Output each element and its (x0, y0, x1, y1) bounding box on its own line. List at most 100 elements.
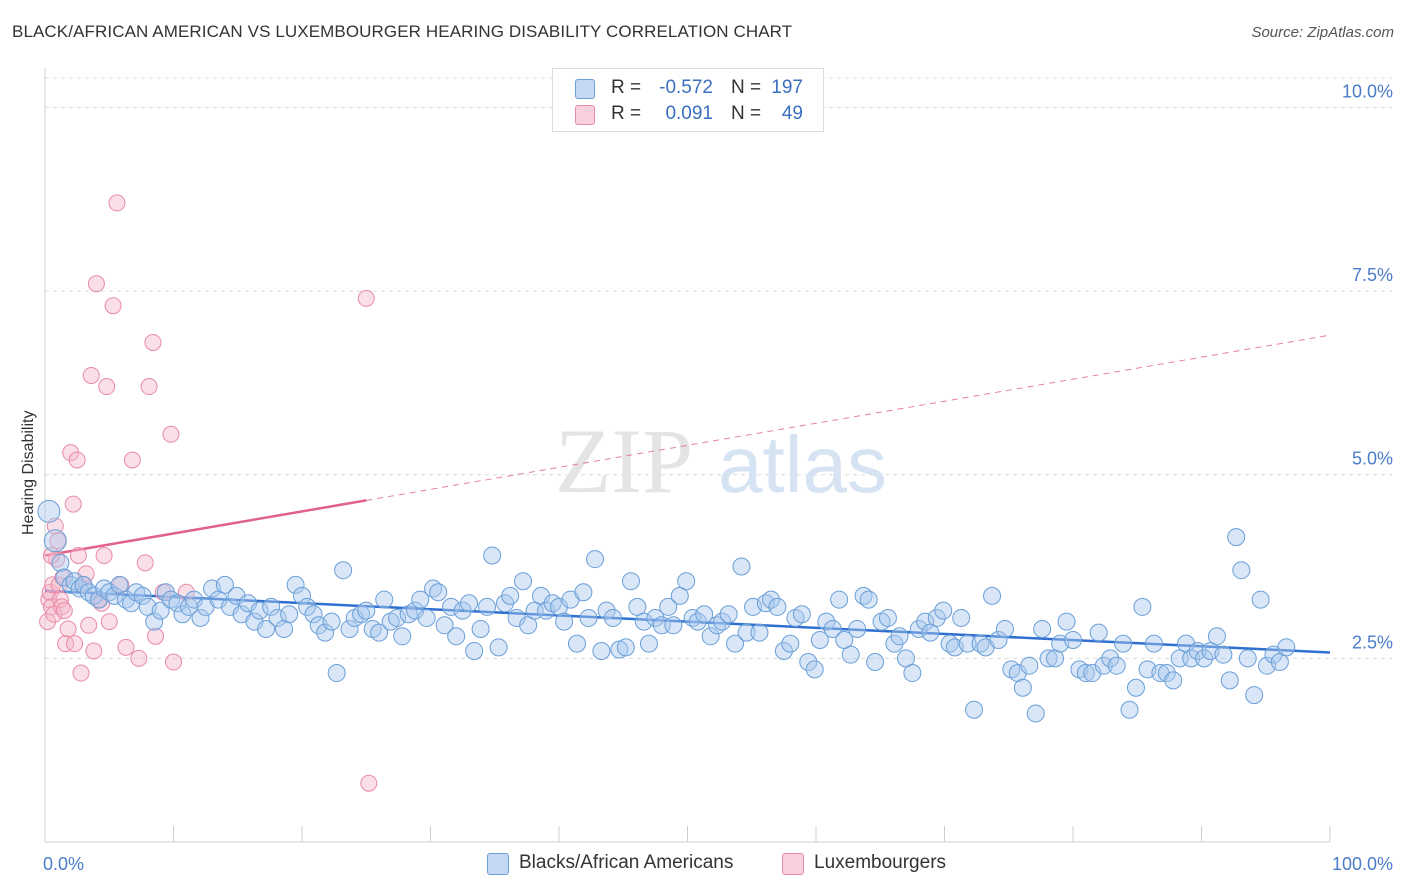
black-american-point (352, 605, 371, 624)
black-american-point (646, 608, 665, 627)
black-american-point (1013, 678, 1032, 697)
black-american-point (133, 586, 152, 605)
luxembourger-point (140, 378, 158, 396)
legend-row-blacks: R = -0.572 N = 197 (553, 75, 823, 101)
black-american-point (995, 619, 1014, 638)
black-american-point (774, 642, 793, 660)
black-american-point (334, 561, 353, 580)
black-american-point (151, 601, 170, 620)
black-american-point (585, 550, 604, 569)
legend-n-value: 197 (771, 77, 803, 98)
luxembourger-point (80, 616, 98, 634)
black-american-point (940, 634, 959, 653)
black-american-point (51, 553, 70, 572)
black-american-point (417, 608, 436, 627)
black-american-point (357, 601, 376, 620)
black-american-point (1039, 649, 1058, 668)
luxembourger-point (69, 547, 87, 564)
luxembourger-point (57, 635, 75, 653)
black-american-point (971, 634, 990, 653)
black-american-point (726, 634, 745, 653)
legend-r-label: R = (611, 77, 642, 98)
luxembourger-point (360, 774, 378, 792)
black-american-point (1195, 649, 1214, 668)
legend-swatch-blue (575, 79, 595, 99)
black-american-point (916, 612, 935, 631)
black-american-point (105, 586, 124, 605)
black-american-point (1232, 561, 1251, 580)
black-american-point (890, 627, 909, 646)
legend-r-value: -0.572 (659, 77, 713, 98)
black-american-point (1057, 612, 1076, 631)
black-american-point (579, 608, 598, 627)
black-american-point (597, 601, 616, 620)
black-american-point (817, 612, 836, 631)
luxembourger-point (162, 425, 180, 443)
correlation-legend: R = -0.572 N = 197 R = 0.091 N = 49 (552, 68, 824, 132)
black-american-point (664, 616, 683, 635)
black-american-point (737, 623, 756, 642)
black-american-point (859, 590, 878, 609)
black-american-point (393, 627, 412, 646)
black-american-point (268, 608, 287, 627)
black-american-point (239, 594, 258, 613)
black-american-point (1076, 664, 1095, 683)
black-american-point (683, 608, 702, 627)
luxembourger-point (95, 547, 113, 564)
black-american-point (1089, 623, 1108, 642)
black-american-point (340, 619, 359, 638)
legend-r-value: 0.091 (665, 103, 713, 124)
legend-n-value: 49 (781, 103, 803, 124)
luxembourger-point (100, 613, 118, 631)
black-american-point (424, 579, 443, 598)
luxembourger-point (64, 495, 82, 513)
black-american-point (1227, 528, 1246, 547)
black-american-point (555, 612, 574, 631)
y-tick-label: 2.5% (1352, 632, 1393, 652)
luxembourger-point (357, 289, 375, 307)
y-tick-label: 10.0% (1342, 81, 1393, 101)
black-american-point (1251, 590, 1270, 609)
black-american-point (286, 575, 305, 594)
black-american-point (810, 630, 829, 649)
legend-n-label: N = (731, 77, 762, 98)
luxembourger-point (66, 635, 84, 653)
black-american-point (823, 619, 842, 638)
black-american-point (1182, 649, 1201, 668)
black-american-point (1277, 638, 1296, 657)
legend-row-luxembourgers: R = 0.091 N = 49 (553, 101, 823, 127)
black-american-point (447, 627, 466, 646)
black-american-point (713, 612, 732, 631)
luxembourger-point (55, 602, 73, 620)
black-american-point (1101, 649, 1120, 668)
black-american-point (621, 572, 640, 591)
legend-swatch-pink (782, 853, 804, 875)
black-american-point (903, 664, 922, 683)
black-american-point (848, 619, 867, 638)
luxembourger-point (144, 333, 162, 351)
black-american-point (489, 638, 508, 657)
black-american-point (1126, 678, 1145, 697)
black-american-point (327, 664, 346, 683)
black-american-point (854, 586, 873, 605)
black-american-point (934, 601, 953, 620)
black-american-point (1033, 619, 1052, 638)
x-tick-label: 0.0% (43, 854, 84, 874)
luxembourger-point (104, 297, 122, 315)
black-american-point (388, 608, 407, 627)
black-american-point (677, 572, 696, 591)
black-american-point (805, 660, 824, 679)
black-american-point (43, 529, 67, 553)
black-american-point (768, 597, 787, 616)
luxembourger-point (51, 591, 69, 609)
black-american-point (841, 645, 860, 664)
black-american-point (453, 601, 472, 620)
black-american-point (429, 583, 448, 602)
black-american-point (830, 590, 849, 609)
luxembourger-point (68, 451, 86, 469)
luxembourger-point (165, 653, 182, 671)
legend-swatch-blue (487, 853, 509, 875)
black-american-point (1164, 671, 1183, 690)
black-american-point (574, 583, 593, 602)
